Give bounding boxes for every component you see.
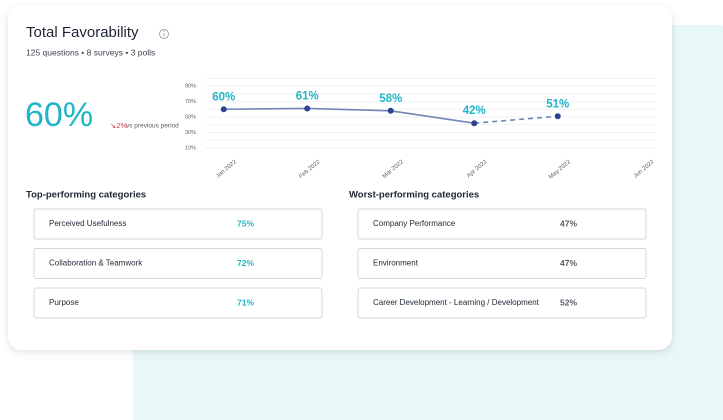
info-icon[interactable] xyxy=(159,29,169,39)
category-row xyxy=(357,208,647,240)
data-point xyxy=(220,106,227,113)
category-row xyxy=(33,208,323,240)
category-row xyxy=(357,248,647,279)
category-row xyxy=(33,248,323,279)
category-row xyxy=(33,287,323,319)
data-label: 42% xyxy=(463,105,486,117)
data-label: 51% xyxy=(546,98,569,110)
data-label: 61% xyxy=(296,91,319,103)
y-tick-label: 30% xyxy=(185,130,196,136)
category-value: 52% xyxy=(560,297,577,307)
category-name: Company Performance xyxy=(373,219,456,228)
y-tick-label: 10% xyxy=(185,145,196,151)
category-value: 72% xyxy=(237,258,254,268)
section-title: Worst-performing categories xyxy=(349,190,479,201)
category-row xyxy=(357,287,647,319)
category-name: Collaboration & Teamwork xyxy=(49,259,143,268)
data-label: 60% xyxy=(212,91,235,103)
dashed-line xyxy=(474,115,558,124)
category-value: 75% xyxy=(237,218,254,228)
card-subtitle: 125 questions • 8 surveys • 3 polls xyxy=(26,47,155,57)
summary-value: 60% xyxy=(25,96,93,134)
category-value: 47% xyxy=(560,258,577,268)
section-title: Top-performing categories xyxy=(26,190,146,201)
data-point xyxy=(471,120,478,127)
category-name: Perceived Usefulness xyxy=(49,219,126,228)
card-title: Total Favorability xyxy=(26,24,139,41)
data-point xyxy=(387,107,394,114)
line xyxy=(223,107,475,124)
category-value: 71% xyxy=(237,297,254,307)
y-tick-label: 90% xyxy=(185,83,196,89)
category-name: Environment xyxy=(373,259,419,268)
y-tick-label: 70% xyxy=(185,99,196,105)
data-point xyxy=(304,105,311,112)
data-label: 58% xyxy=(379,93,402,105)
data-point xyxy=(554,113,561,120)
category-name: Purpose xyxy=(49,298,79,307)
category-value: 47% xyxy=(560,218,577,228)
summary-change-note: vs previous period xyxy=(126,123,179,130)
summary-change: ↘2% xyxy=(110,121,127,130)
y-tick-label: 50% xyxy=(185,114,196,120)
category-name: Career Development - Learning / Developm… xyxy=(373,298,540,307)
